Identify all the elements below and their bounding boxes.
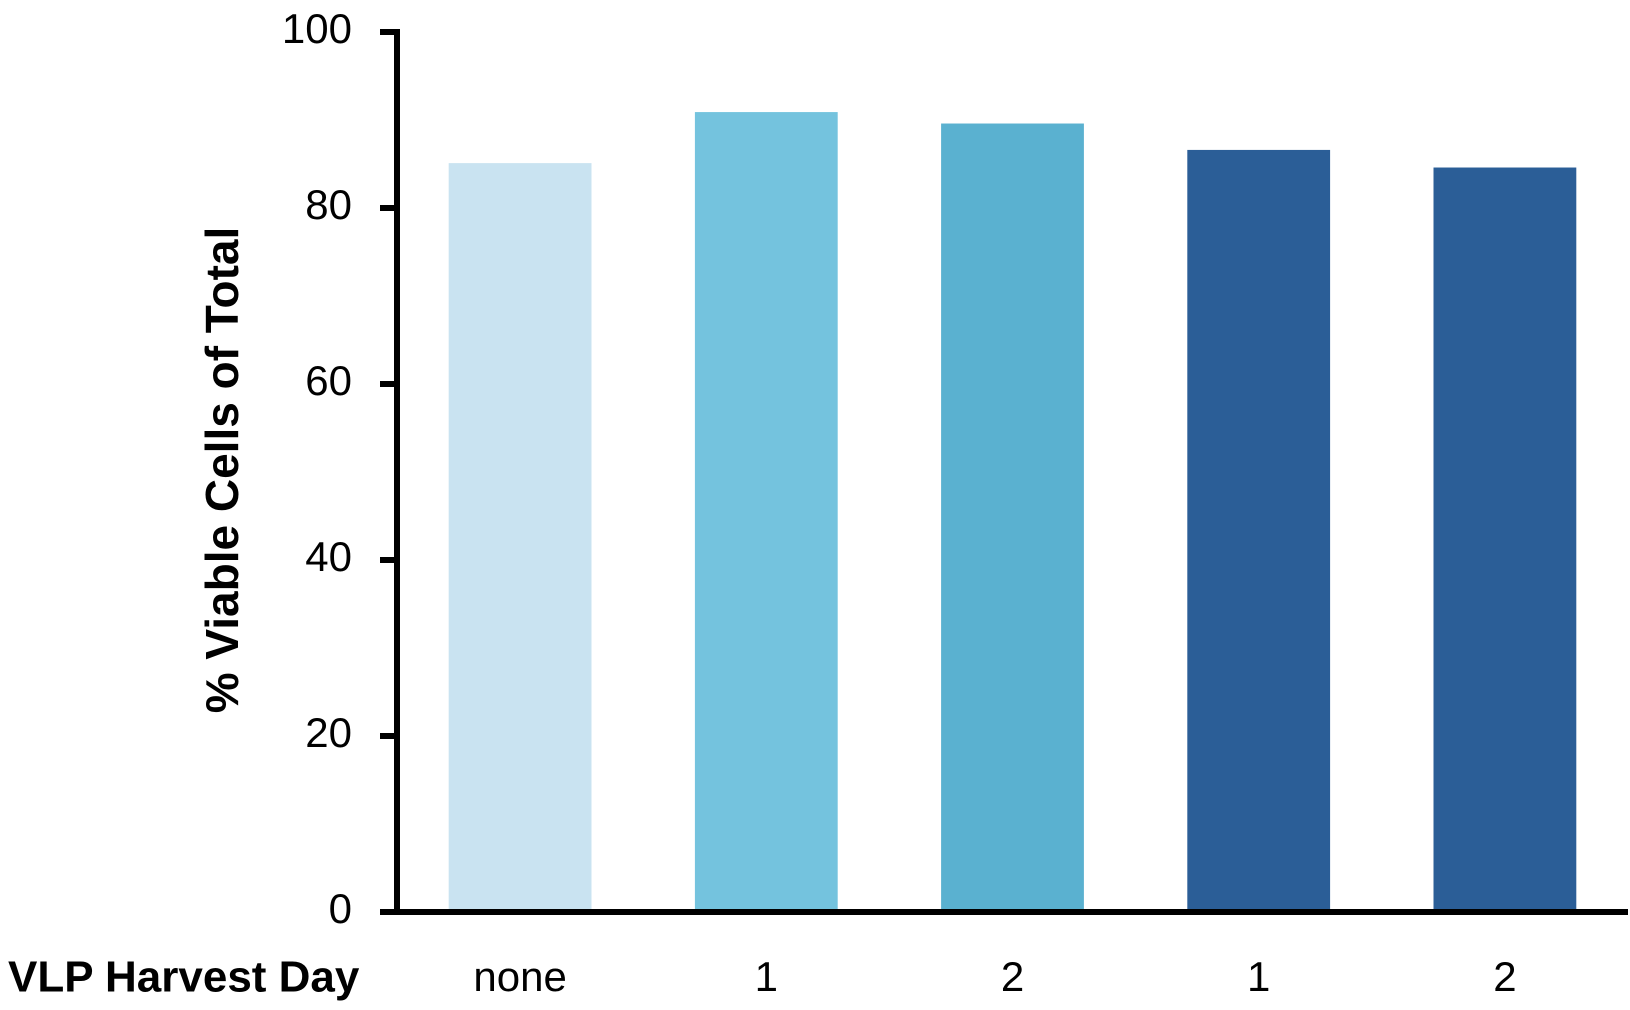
y-tick-label: 80 (305, 181, 352, 228)
y-tick-label: 0 (329, 885, 352, 932)
bar (1187, 149, 1331, 913)
y-tick-label: 20 (305, 709, 352, 756)
x-tick-label: 2 (1001, 953, 1024, 1000)
y-tick-label: 40 (305, 533, 352, 580)
x-tick-label: 1 (1247, 953, 1270, 1000)
y-axis-label: % Viable Cells of Total (196, 227, 248, 714)
x-tick-label: 2 (1493, 953, 1516, 1000)
y-tick-label: 100 (282, 5, 352, 52)
y-tick-label: 60 (305, 357, 352, 404)
x-axis-label: VLP Harvest Day (8, 953, 360, 1002)
bar (694, 112, 838, 912)
bar (1433, 167, 1577, 912)
bar (941, 123, 1084, 912)
x-tick-label: none (473, 953, 566, 1000)
bar (448, 163, 592, 912)
x-tick-label: 1 (755, 953, 778, 1000)
